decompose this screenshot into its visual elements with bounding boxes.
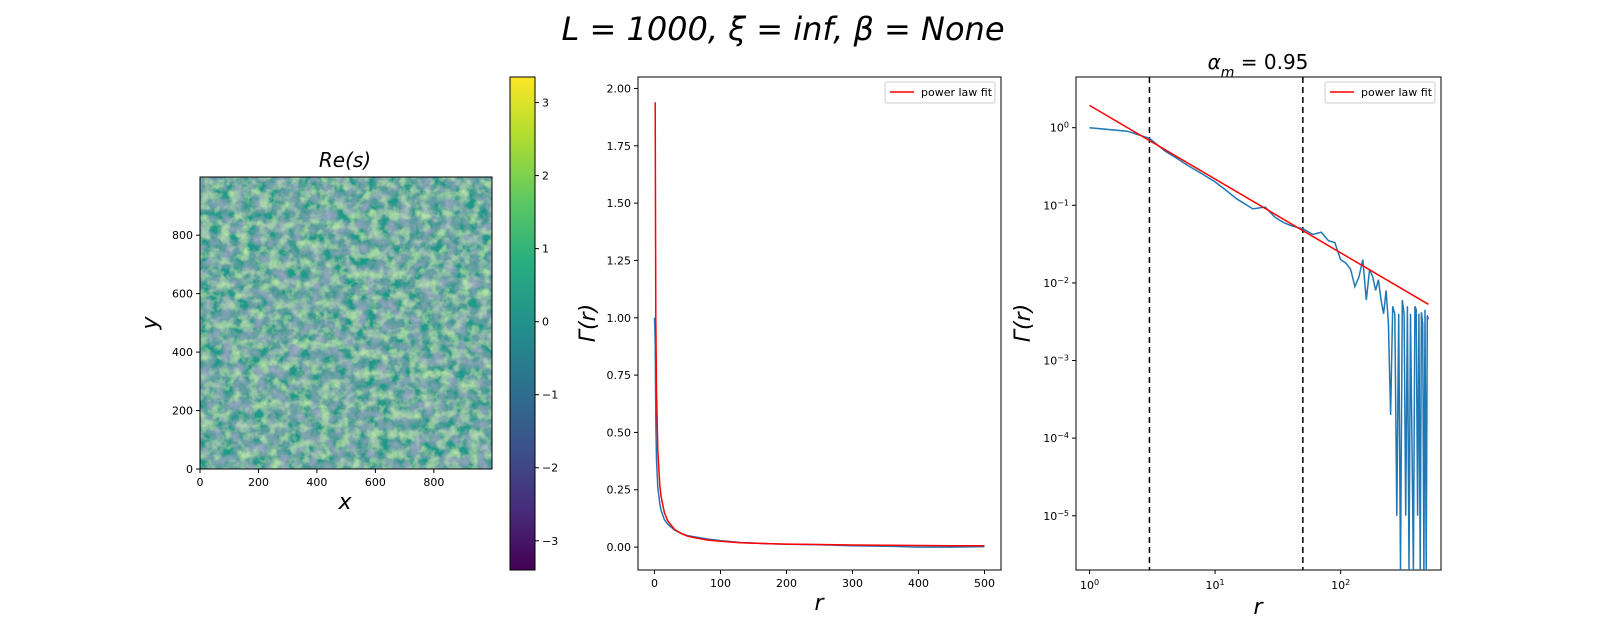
- linear-fit-line: [654, 102, 985, 547]
- loglog-title-value: = 0.95: [1234, 50, 1308, 74]
- loglog-x-label: r: [1253, 595, 1264, 620]
- loglog-y-tick-label: 100: [1050, 120, 1069, 135]
- colorbar: −3 −2 −1 0 1 2 3: [509, 76, 558, 571]
- colorbar-gradient: [509, 76, 536, 571]
- heatmap-y-tick-label: 400: [172, 346, 193, 359]
- loglog-fit-line: [1089, 104, 1429, 305]
- heatmap-x-tick-label: 800: [423, 476, 444, 489]
- linear-data-line: [653, 317, 985, 548]
- loglog-data-line: [1089, 126, 1430, 571]
- loglog-x-tick-label: 102: [1331, 578, 1350, 593]
- heatmap-title: Re(s): [319, 148, 371, 172]
- heatmap-image: [200, 177, 492, 469]
- heatmap-y-tick-label: 800: [172, 229, 193, 242]
- heatmap-y-tick-label: 0: [186, 463, 193, 476]
- linear-y-tick-label: 1.75: [607, 140, 632, 153]
- linear-y-tick-label: 1.25: [607, 254, 632, 267]
- colorbar-tick-label: 0: [542, 316, 549, 329]
- loglog-title-subscript: m: [1221, 65, 1235, 81]
- loglog-title-alpha: α: [1208, 50, 1221, 74]
- colorbar-tick-label: 1: [542, 243, 549, 256]
- heatmap-y-label: y: [138, 316, 163, 331]
- linear-y-tick-label: 1.50: [607, 197, 632, 210]
- colorbar-ticks: −3 −2 −1 0 1 2 3: [535, 97, 558, 548]
- colorbar-tick-label: 3: [542, 97, 549, 110]
- heatmap-y-tick-label: 200: [172, 405, 193, 418]
- linear-ticks: 0 100 200 300 400 500 0.00 0.25 0.50 0.75 1.00 1.25…: [607, 82, 996, 590]
- linear-series: [653, 102, 985, 548]
- heatmap-x-tick-label: 200: [248, 476, 269, 489]
- linear-x-tick-label: 100: [710, 577, 731, 590]
- heatmap-y-ticks: 0 200 400 600 800: [172, 229, 200, 476]
- linear-y-tick-label: 0.25: [607, 484, 632, 497]
- colorbar-tick-label: −3: [542, 535, 558, 548]
- linear-y-tick-label: 2.00: [607, 82, 632, 95]
- linear-x-tick-label: 500: [974, 577, 995, 590]
- heatmap-frame: [199, 176, 493, 470]
- linear-y-tick-label: 0.50: [607, 426, 632, 439]
- loglog-y-tick-label: 10−2: [1043, 275, 1069, 290]
- colorbar-tick-label: −2: [542, 462, 558, 475]
- loglog-y-tick-label: 10−5: [1043, 508, 1069, 523]
- heatmap-y-tick-label: 600: [172, 288, 193, 301]
- colorbar-tick-label: 2: [542, 170, 549, 183]
- loglog-plot-frame: [1075, 76, 1442, 571]
- linear-x-tick-label: 200: [776, 577, 797, 590]
- linear-x-label: r: [814, 591, 825, 616]
- linear-y-tick-label: 0.75: [607, 369, 632, 382]
- heatmap-x-ticks: 0 200 400 600 800: [197, 469, 444, 489]
- heatmap-panel: Re(s) 0 200 400 600 800 0 200 400 600 800 x y: [138, 148, 493, 515]
- heatmap-x-tick-label: 400: [306, 476, 327, 489]
- linear-x-tick-label: 0: [651, 577, 658, 590]
- loglog-series: [1089, 77, 1430, 571]
- loglog-legend: power law fit: [1324, 81, 1436, 104]
- linear-y-tick-label: 0.00: [607, 541, 632, 554]
- heatmap-x-label: x: [337, 490, 352, 515]
- linear-x-tick-label: 300: [842, 577, 863, 590]
- loglog-x-tick-label: 101: [1206, 578, 1225, 593]
- loglog-panel: αm = 0.95 100 101 10210010−110−210−310−410…: [1011, 50, 1442, 620]
- linear-legend-label: power law fit: [921, 86, 993, 99]
- linear-panel: 0 100 200 300 400 500 0.00 0.25 0.50 0.75 1.00 1.25…: [576, 76, 1002, 616]
- loglog-y-label: Γ(r): [1011, 304, 1036, 342]
- loglog-y-tick-label: 10−3: [1043, 353, 1069, 368]
- loglog-y-tick-label: 10−1: [1043, 198, 1069, 213]
- figure-title: L = 1000, ξ = inf, β = None: [561, 10, 1004, 48]
- colorbar-tick-label: −1: [542, 389, 558, 402]
- linear-y-label: Γ(r): [576, 304, 601, 342]
- loglog-legend-label: power law fit: [1361, 86, 1433, 99]
- linear-y-tick-label: 1.00: [607, 312, 632, 325]
- heatmap-x-tick-label: 0: [197, 476, 204, 489]
- loglog-y-tick-label: 10−4: [1043, 431, 1069, 446]
- heatmap-x-tick-label: 600: [365, 476, 386, 489]
- linear-x-tick-label: 400: [908, 577, 929, 590]
- linear-plot-frame: [637, 76, 1002, 571]
- linear-legend: power law fit: [884, 81, 996, 104]
- loglog-title: αm = 0.95: [1208, 50, 1309, 81]
- loglog-ticks: 100 101 102 100 10−1 10−2 10−3 10−4 10−5: [1043, 120, 1350, 592]
- loglog-x-tick-label: 100: [1080, 578, 1099, 593]
